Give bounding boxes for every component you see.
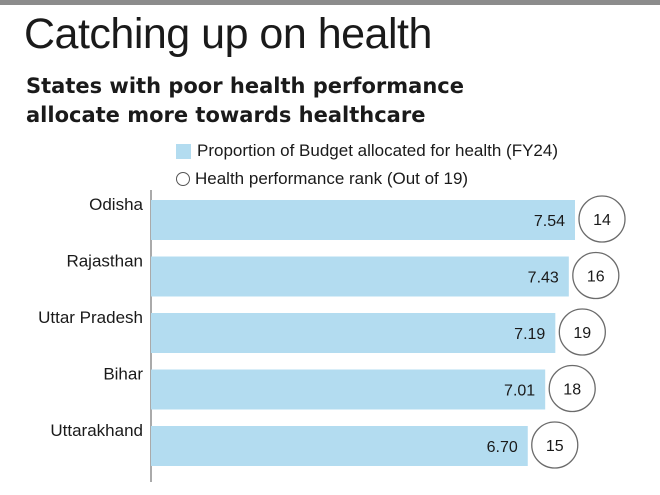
rank-circle-1 xyxy=(572,251,620,300)
legend-circle-icon xyxy=(176,172,190,186)
value-label-3: 7.01 xyxy=(504,383,535,400)
rank-label-4: 15 xyxy=(546,438,564,455)
legend-bar-swatch xyxy=(176,143,191,159)
chart-legend: Proportion of Budget allocated for healt… xyxy=(176,137,558,193)
rank-label-1: 16 xyxy=(587,269,605,286)
subtitle-line-1: States with poor health performance xyxy=(26,74,464,98)
rank-circle-2 xyxy=(558,308,606,356)
rank-circle-3 xyxy=(548,364,596,413)
value-label-2: 7.19 xyxy=(514,326,545,343)
top-rule xyxy=(0,0,660,5)
rank-label-2: 19 xyxy=(573,325,591,342)
value-label-0: 7.54 xyxy=(534,213,565,230)
value-label-4: 6.70 xyxy=(487,439,518,456)
rank-label-3: 18 xyxy=(563,382,581,399)
page-title: Catching up on health xyxy=(24,10,432,58)
category-label-3: Bihar xyxy=(103,365,143,384)
category-label-4: Uttarakhand xyxy=(50,421,143,440)
rank-label-0: 14 xyxy=(593,212,611,229)
chart-subtitle: States with poor health performance allo… xyxy=(26,72,626,130)
legend-item-rank: Health performance rank (Out of 19) xyxy=(176,165,558,193)
subtitle-line-2: allocate more towards healthcare xyxy=(26,103,426,127)
bar-chart: Odisha 7.54 14 Rajasthan 7.43 16 Uttar Pradesh… xyxy=(38,190,626,482)
rank-circle-0 xyxy=(578,195,626,243)
legend-bar-label: Proportion of Budget allocated for healt… xyxy=(197,141,558,160)
legend-circle-label: Health performance rank (Out of 19) xyxy=(195,169,469,188)
category-label-1: Rajasthan xyxy=(66,252,143,271)
category-label-0: Odisha xyxy=(89,195,143,214)
bar-3 xyxy=(151,369,546,410)
value-label-1: 7.43 xyxy=(528,270,559,287)
bar-4 xyxy=(151,426,528,466)
bar-1 xyxy=(151,256,569,297)
rank-circle-4 xyxy=(531,421,579,469)
legend-item-budget: Proportion of Budget allocated for healt… xyxy=(176,137,558,165)
bar-0 xyxy=(151,200,575,240)
bar-2 xyxy=(151,313,556,353)
category-label-2: Uttar Pradesh xyxy=(38,308,143,327)
